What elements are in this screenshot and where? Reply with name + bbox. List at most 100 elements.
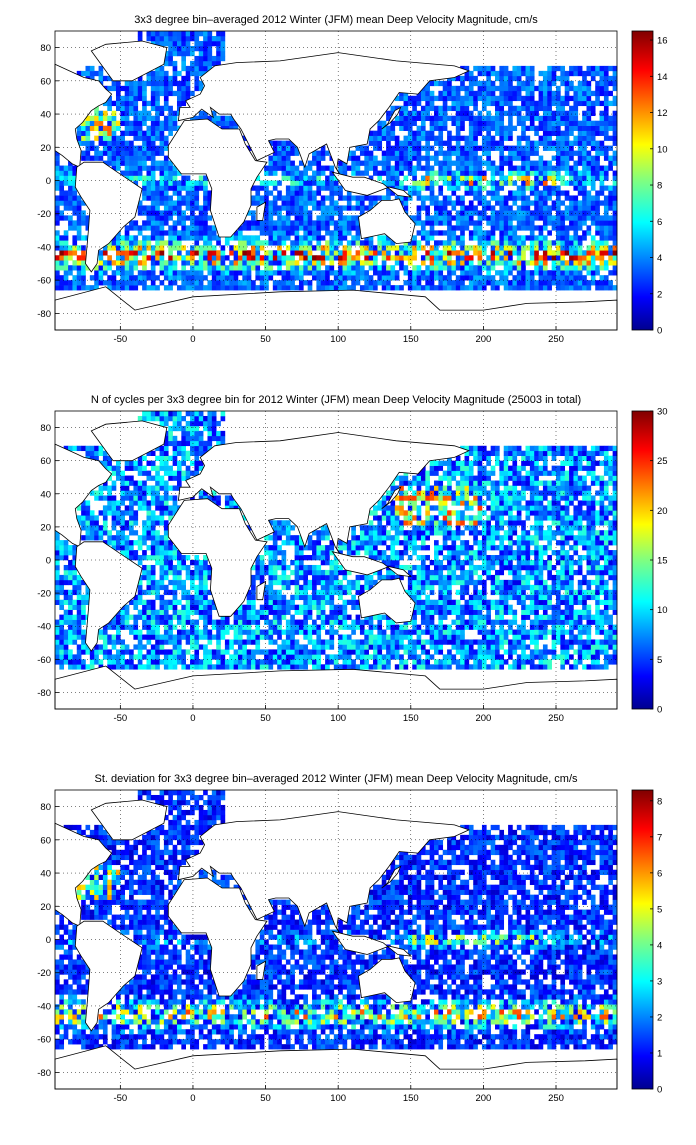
heatmap-cell — [173, 260, 178, 265]
heatmap-cell — [55, 625, 60, 630]
heatmap-cell — [155, 644, 160, 649]
heatmap-cell — [364, 630, 369, 635]
heatmap-cell — [173, 61, 178, 66]
heatmap-cell — [578, 126, 583, 131]
heatmap-cell — [443, 654, 448, 659]
heatmap-cell — [552, 101, 557, 106]
heatmap-cell — [521, 181, 526, 186]
heatmap-cell — [177, 245, 182, 250]
heatmap-cell — [186, 250, 191, 255]
heatmap-cell — [181, 36, 186, 41]
heatmap-cell — [321, 644, 326, 649]
heatmap-cell — [460, 230, 465, 235]
heatmap-cell — [308, 220, 313, 225]
heatmap-cell — [478, 86, 483, 91]
heatmap-cell — [569, 81, 574, 86]
heatmap-cell — [312, 176, 317, 181]
heatmap-cell — [608, 235, 613, 240]
heatmap-cell — [434, 255, 439, 260]
heatmap-cell — [277, 215, 282, 220]
heatmap-cell — [569, 250, 574, 255]
heatmap-cell — [334, 605, 339, 610]
heatmap-cell — [404, 161, 409, 166]
heatmap-cell — [412, 240, 417, 245]
heatmap-cell — [273, 205, 278, 210]
heatmap-cell — [591, 240, 596, 245]
heatmap-cell — [321, 664, 326, 669]
heatmap-cell — [303, 195, 308, 200]
heatmap-cell — [116, 121, 121, 126]
heatmap-cell — [512, 200, 517, 205]
heatmap-cell — [329, 615, 334, 620]
heatmap-cell — [534, 639, 539, 644]
heatmap-cell — [508, 111, 513, 116]
heatmap-cell — [321, 205, 326, 210]
heatmap-cell — [478, 171, 483, 176]
heatmap-cell — [486, 200, 491, 205]
heatmap-cell — [556, 156, 561, 161]
heatmap-cell — [451, 230, 456, 235]
heatmap-cell — [600, 126, 605, 131]
heatmap-cell — [421, 96, 426, 101]
heatmap-cell — [133, 250, 138, 255]
heatmap-cell — [142, 190, 147, 195]
heatmap-cell — [447, 136, 452, 141]
heatmap-cell — [164, 41, 169, 46]
heatmap-cell — [465, 151, 470, 156]
heatmap-cell — [539, 96, 544, 101]
heatmap-cell — [521, 136, 526, 141]
heatmap-cell — [608, 220, 613, 225]
heatmap-cell — [138, 649, 143, 654]
heatmap-cell — [517, 664, 522, 669]
heatmap-cell — [569, 181, 574, 186]
heatmap-cell — [277, 195, 282, 200]
heatmap-cell — [81, 265, 86, 270]
heatmap-cell — [207, 610, 212, 615]
heatmap-cell — [386, 275, 391, 280]
heatmap-cell — [94, 649, 99, 654]
heatmap-cell — [194, 649, 199, 654]
heatmap-cell — [504, 285, 509, 290]
heatmap-cell — [64, 205, 69, 210]
heatmap-cell — [377, 639, 382, 644]
heatmap-cell — [151, 121, 156, 126]
heatmap-cell — [186, 81, 191, 86]
heatmap-cell — [251, 659, 256, 664]
heatmap-cell — [225, 255, 230, 260]
heatmap-cell — [229, 644, 234, 649]
heatmap-cell — [308, 210, 313, 215]
heatmap-cell — [133, 240, 138, 245]
heatmap-cell — [600, 81, 605, 86]
heatmap-cell — [55, 171, 60, 176]
heatmap-cell — [582, 91, 587, 96]
heatmap-cell — [595, 146, 600, 151]
heatmap-cell — [160, 225, 165, 230]
heatmap-cell — [234, 260, 239, 265]
heatmap-cell — [465, 86, 470, 91]
heatmap-cell — [251, 649, 256, 654]
heatmap-cell — [59, 285, 64, 290]
heatmap-cell — [160, 36, 165, 41]
heatmap-cell — [103, 146, 108, 151]
heatmap-cell — [417, 161, 422, 166]
heatmap-cell — [578, 91, 583, 96]
heatmap-cell — [543, 215, 548, 220]
heatmap-cell — [260, 245, 265, 250]
heatmap-cell — [447, 639, 452, 644]
heatmap-cell — [168, 210, 173, 215]
heatmap-cell — [81, 245, 86, 250]
heatmap-cell — [595, 664, 600, 669]
heatmap-cell — [604, 96, 609, 101]
heatmap-cell — [234, 654, 239, 659]
heatmap-cell — [499, 116, 504, 121]
heatmap-cell — [460, 215, 465, 220]
heatmap-cell — [530, 126, 535, 131]
heatmap-cell — [456, 161, 461, 166]
heatmap-cell — [264, 230, 269, 235]
heatmap-cell — [517, 625, 522, 630]
heatmap-cell — [469, 111, 474, 116]
heatmap-cell — [534, 240, 539, 245]
heatmap-cell — [303, 176, 308, 181]
heatmap-cell — [138, 270, 143, 275]
heatmap-cell — [512, 86, 517, 91]
